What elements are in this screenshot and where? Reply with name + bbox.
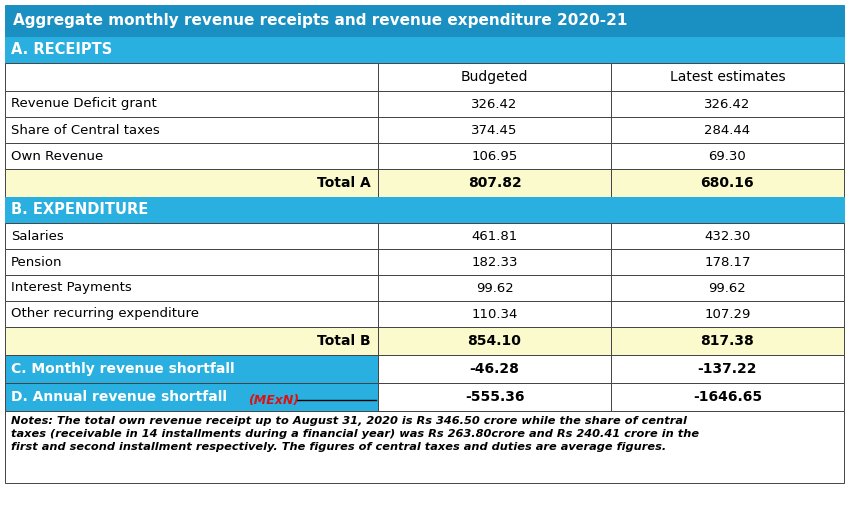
Text: Budgeted: Budgeted — [461, 70, 528, 84]
Bar — [5, 63, 379, 91]
Bar — [379, 355, 610, 383]
Text: -1646.65: -1646.65 — [693, 390, 762, 404]
Bar — [610, 91, 844, 117]
Text: 69.30: 69.30 — [709, 150, 746, 163]
Text: Total B: Total B — [317, 334, 370, 348]
Bar — [5, 411, 844, 483]
Text: Notes: The total own revenue receipt up to August 31, 2020 is Rs 346.50 crore wh: Notes: The total own revenue receipt up … — [11, 416, 699, 452]
Text: Other recurring expenditure: Other recurring expenditure — [11, 308, 199, 321]
Bar — [5, 301, 379, 327]
Bar — [610, 355, 844, 383]
Text: Own Revenue: Own Revenue — [11, 150, 104, 163]
Text: Total A: Total A — [317, 176, 370, 190]
Bar — [610, 383, 844, 411]
Bar — [5, 197, 844, 223]
Bar — [379, 169, 610, 197]
Text: 107.29: 107.29 — [704, 308, 751, 321]
Bar — [379, 383, 610, 411]
Bar — [5, 91, 379, 117]
Bar — [610, 143, 844, 169]
Text: 106.95: 106.95 — [471, 150, 518, 163]
Bar — [5, 169, 379, 197]
Text: 326.42: 326.42 — [471, 97, 518, 110]
Bar — [379, 327, 610, 355]
Text: Aggregate monthly revenue receipts and revenue expenditure 2020-21: Aggregate monthly revenue receipts and r… — [13, 13, 627, 28]
Bar — [5, 5, 844, 37]
Text: 374.45: 374.45 — [471, 123, 518, 137]
Text: 817.38: 817.38 — [700, 334, 754, 348]
Text: C. Monthly revenue shortfall: C. Monthly revenue shortfall — [11, 362, 234, 376]
Bar — [379, 63, 610, 91]
Bar — [379, 223, 610, 249]
Text: 326.42: 326.42 — [704, 97, 751, 110]
Text: Interest Payments: Interest Payments — [11, 281, 132, 295]
Bar — [379, 301, 610, 327]
Bar — [610, 63, 844, 91]
Text: 854.10: 854.10 — [468, 334, 521, 348]
Text: 680.16: 680.16 — [700, 176, 754, 190]
Text: Salaries: Salaries — [11, 229, 64, 242]
Bar — [610, 301, 844, 327]
Text: Latest estimates: Latest estimates — [670, 70, 785, 84]
Bar — [610, 249, 844, 275]
Bar — [610, 117, 844, 143]
Text: 284.44: 284.44 — [705, 123, 751, 137]
Bar — [5, 275, 379, 301]
Text: 99.62: 99.62 — [475, 281, 514, 295]
Bar — [379, 275, 610, 301]
Text: 110.34: 110.34 — [471, 308, 518, 321]
Text: B. EXPENDITURE: B. EXPENDITURE — [11, 203, 149, 218]
Bar — [379, 117, 610, 143]
Bar — [5, 249, 379, 275]
Bar — [5, 143, 379, 169]
Bar — [610, 223, 844, 249]
Bar — [610, 327, 844, 355]
Bar — [610, 275, 844, 301]
Text: D. Annual revenue shortfall: D. Annual revenue shortfall — [11, 390, 227, 404]
Bar — [5, 117, 379, 143]
Text: 178.17: 178.17 — [704, 255, 751, 268]
Text: A. RECEIPTS: A. RECEIPTS — [11, 42, 112, 57]
Text: 807.82: 807.82 — [468, 176, 521, 190]
Text: -555.36: -555.36 — [464, 390, 525, 404]
Bar — [5, 37, 844, 63]
Text: 432.30: 432.30 — [704, 229, 751, 242]
Text: 182.33: 182.33 — [471, 255, 518, 268]
Text: Revenue Deficit grant: Revenue Deficit grant — [11, 97, 157, 110]
Text: Pension: Pension — [11, 255, 63, 268]
Bar — [610, 169, 844, 197]
Text: 461.81: 461.81 — [471, 229, 518, 242]
Bar — [379, 249, 610, 275]
Text: 99.62: 99.62 — [709, 281, 746, 295]
Bar — [5, 383, 379, 411]
Text: (MExN): (MExN) — [248, 394, 300, 407]
Bar — [5, 223, 379, 249]
Bar — [5, 327, 379, 355]
Bar — [379, 143, 610, 169]
Bar — [5, 355, 379, 383]
Text: -46.28: -46.28 — [469, 362, 520, 376]
Bar — [379, 91, 610, 117]
Text: Share of Central taxes: Share of Central taxes — [11, 123, 160, 137]
Text: -137.22: -137.22 — [698, 362, 757, 376]
